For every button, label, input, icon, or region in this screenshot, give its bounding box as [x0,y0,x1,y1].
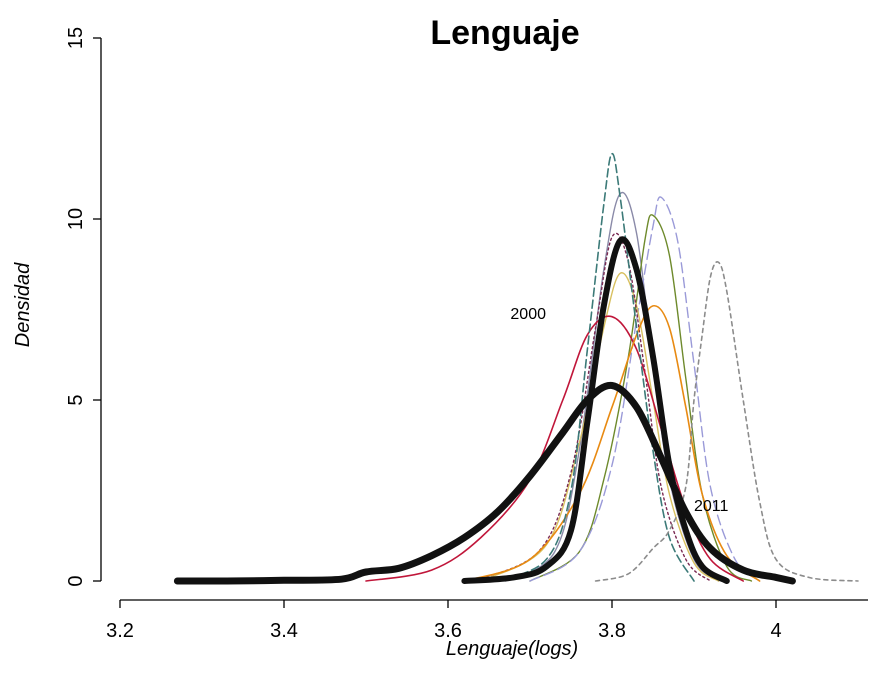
x-tick-label: 3.8 [598,620,626,642]
density-series-8 [529,196,761,582]
x-ticks: 3.2 3.4 3.6 3.8 4 [106,600,782,642]
x-tick-label: 3.4 [270,620,298,642]
annotation-2011: 2011 [694,498,729,515]
x-tick-label: 3.6 [434,620,462,642]
annotation-2000: 2000 [510,306,546,323]
density-curves [173,152,859,585]
density-series-5 [496,152,695,582]
y-tick-label: 5 [65,394,87,405]
x-tick-label: 4 [770,620,781,642]
y-axis-label: Densidad [12,262,34,347]
density-series-2 [461,236,730,584]
y-tick-label: 15 [65,27,87,49]
density-series-9 [480,272,720,582]
density-series-11 [594,261,859,582]
density-series-1 [173,381,796,585]
x-axis-label: Lenguaje(logs) [446,638,578,660]
density-series-10 [471,232,712,582]
x-tick-label: 3.2 [106,620,134,642]
y-tick-label: 0 [65,575,87,586]
chart-title: Lenguaje [430,14,579,52]
y-tick-label: 10 [65,208,87,230]
y-ticks: 0 5 10 15 [65,27,101,587]
